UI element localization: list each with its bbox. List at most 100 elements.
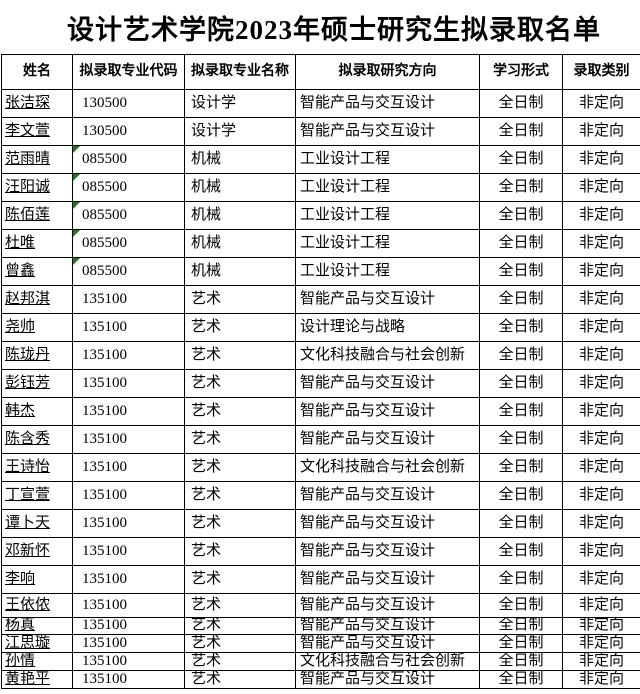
table-header: 姓名 拟录取专业代码 拟录取专业名称 拟录取研究方向 学习形式 录取类别 bbox=[1, 54, 640, 90]
cell-text: 非定向 bbox=[578, 430, 624, 447]
cell-major: 艺术 bbox=[184, 565, 296, 594]
cell-mode: 全日制 bbox=[479, 565, 563, 594]
cell-direction: 设计理论与战略 bbox=[295, 313, 480, 342]
table-header-row: 姓名 拟录取专业代码 拟录取专业名称 拟录取研究方向 学习形式 录取类别 bbox=[1, 54, 640, 90]
cell-mode: 全日制 bbox=[479, 617, 563, 635]
cell-category: 非定向 bbox=[562, 369, 640, 398]
cell-text: 艺术 bbox=[191, 346, 222, 363]
cell-direction: 智能产品与交互设计 bbox=[295, 397, 480, 426]
student-name: 杜唯 bbox=[5, 234, 36, 251]
cell-direction: 智能产品与交互设计 bbox=[295, 537, 480, 566]
cell-major: 艺术 bbox=[184, 397, 296, 426]
table-row: 汪阳诚 085500 机械 工业设计工程 全日制 非定向 bbox=[1, 173, 640, 202]
cell-text: 全日制 bbox=[498, 570, 544, 587]
cell-direction: 智能产品与交互设计 bbox=[295, 425, 480, 454]
cell-mode: 全日制 bbox=[479, 509, 563, 538]
page-title: 设计艺术学院2023年硕士研究生拟录取名单 bbox=[67, 14, 601, 45]
cell-category: 非定向 bbox=[562, 453, 640, 482]
cell-mode: 全日制 bbox=[479, 425, 563, 454]
table-row: 尧帅 135100 艺术 设计理论与战略 全日制 非定向 bbox=[1, 313, 640, 342]
table-row: 王诗怡 135100 艺术 文化科技融合与社会创新 全日制 非定向 bbox=[1, 453, 640, 482]
cell-code: 085500 bbox=[72, 229, 185, 258]
cell-note-triangle-icon bbox=[73, 146, 80, 153]
cell-mode: 全日制 bbox=[479, 341, 563, 370]
cell-text: 非定向 bbox=[578, 262, 624, 279]
cell-text: 智能产品与交互设计 bbox=[300, 596, 436, 613]
header-direction: 拟录取研究方向 bbox=[295, 54, 480, 90]
cell-mode: 全日制 bbox=[479, 537, 563, 566]
cell-direction: 工业设计工程 bbox=[295, 257, 480, 286]
cell-name: 彭钰芳 bbox=[1, 369, 73, 398]
table-row: 彭钰芳 135100 艺术 智能产品与交互设计 全日制 非定向 bbox=[1, 369, 640, 398]
cell-text: 艺术 bbox=[191, 570, 222, 587]
cell-name: 黄艳平 bbox=[1, 670, 73, 689]
cell-text: 全日制 bbox=[498, 290, 544, 307]
cell-code: 085500 bbox=[72, 201, 185, 230]
cell-text: 135100 bbox=[82, 670, 127, 687]
cell-mode: 全日制 bbox=[479, 369, 563, 398]
student-name: 杨真 bbox=[5, 617, 36, 634]
cell-text: 艺术 bbox=[191, 458, 222, 475]
table-row: 邓新怀 135100 艺术 智能产品与交互设计 全日制 非定向 bbox=[1, 537, 640, 566]
cell-text: 智能产品与交互设计 bbox=[300, 430, 436, 447]
cell-direction: 智能产品与交互设计 bbox=[295, 617, 480, 635]
cell-text: 全日制 bbox=[498, 617, 544, 634]
student-name: 范雨晴 bbox=[5, 150, 51, 167]
cell-text: 135100 bbox=[82, 652, 127, 669]
student-name: 曾鑫 bbox=[5, 262, 36, 279]
cell-category: 非定向 bbox=[562, 117, 640, 146]
cell-category: 非定向 bbox=[562, 634, 640, 653]
cell-name: 曾鑫 bbox=[1, 257, 73, 286]
cell-text: 机械 bbox=[191, 234, 222, 251]
cell-text: 机械 bbox=[191, 206, 222, 223]
cell-name: 李响 bbox=[1, 565, 73, 594]
cell-text: 智能产品与交互设计 bbox=[300, 634, 436, 651]
cell-major: 艺术 bbox=[184, 313, 296, 342]
cell-text: 非定向 bbox=[578, 94, 624, 111]
table-row: 杜唯 085500 机械 工业设计工程 全日制 非定向 bbox=[1, 229, 640, 258]
cell-note-triangle-icon bbox=[73, 230, 80, 237]
cell-category: 非定向 bbox=[562, 509, 640, 538]
table-row: 陈珑丹 135100 艺术 文化科技融合与社会创新 全日制 非定向 bbox=[1, 341, 640, 370]
cell-direction: 工业设计工程 bbox=[295, 173, 480, 202]
cell-direction: 工业设计工程 bbox=[295, 145, 480, 174]
cell-text: 非定向 bbox=[578, 542, 624, 559]
cell-text: 艺术 bbox=[191, 430, 222, 447]
cell-major: 艺术 bbox=[184, 634, 296, 653]
cell-code: 135100 bbox=[72, 481, 185, 510]
student-name: 李响 bbox=[5, 570, 36, 587]
student-name: 陈含秀 bbox=[5, 430, 51, 447]
cell-text: 135100 bbox=[82, 634, 127, 651]
cell-text: 全日制 bbox=[498, 178, 544, 195]
cell-text: 非定向 bbox=[578, 234, 624, 251]
cell-name: 杜唯 bbox=[1, 229, 73, 258]
cell-category: 非定向 bbox=[562, 201, 640, 230]
table-row: 李响 135100 艺术 智能产品与交互设计 全日制 非定向 bbox=[1, 565, 640, 594]
cell-note-triangle-icon bbox=[73, 174, 80, 181]
table-row: 陈含秀 135100 艺术 智能产品与交互设计 全日制 非定向 bbox=[1, 425, 640, 454]
cell-code: 085500 bbox=[72, 145, 185, 174]
student-name: 丁宣萱 bbox=[5, 486, 51, 503]
cell-text: 艺术 bbox=[191, 374, 222, 391]
cell-text: 非定向 bbox=[578, 178, 624, 195]
cell-code: 135100 bbox=[72, 634, 185, 653]
cell-text: 智能产品与交互设计 bbox=[300, 402, 436, 419]
cell-mode: 全日制 bbox=[479, 634, 563, 653]
cell-major: 艺术 bbox=[184, 509, 296, 538]
cell-name: 赵邦淇 bbox=[1, 285, 73, 314]
cell-note-triangle-icon bbox=[73, 258, 80, 265]
student-name: 汪阳诚 bbox=[5, 178, 51, 195]
cell-mode: 全日制 bbox=[479, 397, 563, 426]
cell-text: 智能产品与交互设计 bbox=[300, 570, 436, 587]
cell-major: 艺术 bbox=[184, 617, 296, 635]
cell-code: 135100 bbox=[72, 593, 185, 618]
header-category: 录取类别 bbox=[562, 54, 640, 90]
cell-text: 工业设计工程 bbox=[300, 234, 391, 251]
cell-text: 非定向 bbox=[578, 150, 624, 167]
cell-name: 尧帅 bbox=[1, 313, 73, 342]
cell-text: 全日制 bbox=[498, 430, 544, 447]
cell-code: 135100 bbox=[72, 369, 185, 398]
header-code: 拟录取专业代码 bbox=[72, 54, 185, 90]
cell-text: 非定向 bbox=[578, 374, 624, 391]
table-row: 江思璇 135100 艺术 智能产品与交互设计 全日制 非定向 bbox=[1, 634, 640, 653]
